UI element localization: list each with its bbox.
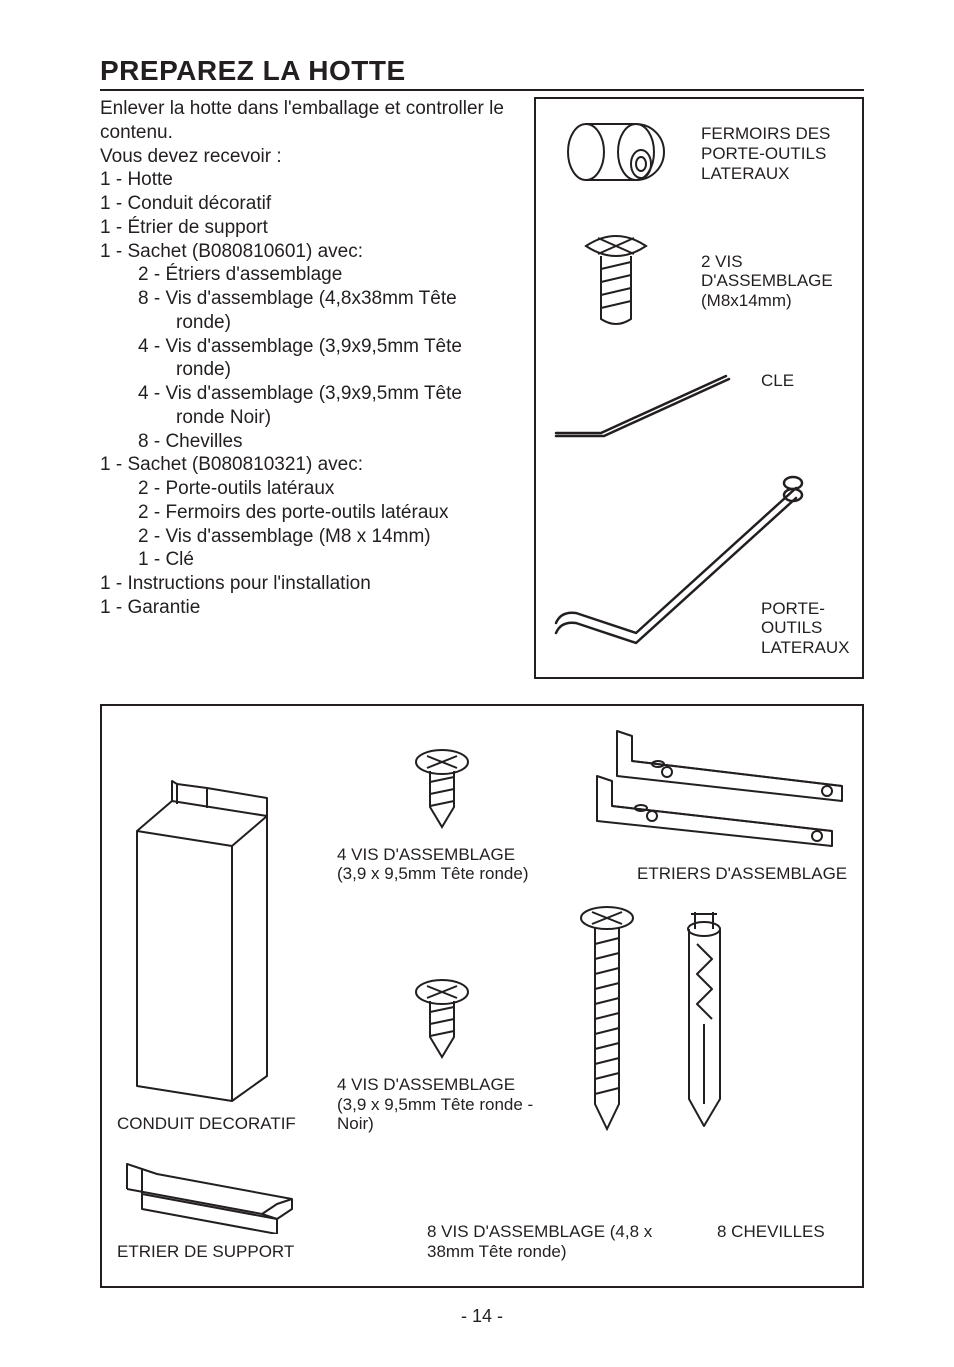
item-sachet2: 1 - Sachet (B080810321) avec:	[100, 453, 514, 477]
etriers-assemblage-label: ETRIERS D'ASSEMBLAGE	[577, 864, 847, 884]
item-s1-vis39a-cont: ronde)	[100, 358, 514, 382]
side-item-vis-m8: 2 VIS D'ASSEMBLAGE (M8x14mm)	[546, 224, 852, 339]
item-s1-vis39a: 4 - Vis d'assemblage (3,9x9,5mm Tête	[100, 335, 514, 359]
vis-m8-label: 2 VIS D'ASSEMBLAGE (M8x14mm)	[701, 252, 852, 311]
vis39-label: 4 VIS D'ASSEMBLAGE (3,9 x 9,5mm Tête ron…	[337, 845, 547, 884]
porte-outils-icon	[546, 463, 746, 658]
page: PREPAREZ LA HOTTE Enlever la hotte dans …	[0, 0, 954, 1367]
cell-etriers-assemblage: ETRIERS D'ASSEMBLAGE	[577, 726, 857, 884]
item-s1-vis39b-cont: ronde Noir)	[100, 406, 514, 430]
cell-conduit: CONDUIT DECORATIF	[117, 776, 307, 1134]
item-s1-vis48-cont: ronde)	[100, 311, 514, 335]
item-instructions: 1 - Instructions pour l'installation	[100, 572, 514, 596]
cheville-group	[677, 904, 732, 1134]
vis-m8-icon	[546, 224, 686, 339]
item-s2-cle: 1 - Clé	[100, 548, 514, 572]
cheville-icon	[677, 904, 732, 1134]
bottom-diagram-box: CONDUIT DECORATIF 4 VIS D'ASSEMBLAGE (3	[100, 704, 864, 1288]
vis48-label: 8 VIS D'ASSEMBLAGE (4,8 x 38mm Tête rond…	[427, 1222, 687, 1261]
vis48-group	[577, 904, 637, 1134]
conduit-icon	[117, 776, 277, 1106]
intro-line-1: Enlever la hotte dans l'emballage et con…	[100, 97, 514, 145]
side-item-fermoirs: FERMOIRS DES PORTE-OUTILS LATERAUX	[546, 114, 852, 194]
chevilles-label: 8 CHEVILLES	[717, 1222, 857, 1261]
contents-list: Enlever la hotte dans l'emballage et con…	[100, 97, 514, 620]
item-s1-chevilles: 8 - Chevilles	[100, 430, 514, 454]
page-title: PREPAREZ LA HOTTE	[100, 55, 864, 87]
item-s2-porte: 2 - Porte-outils latéraux	[100, 477, 514, 501]
item-etrier-support: 1 - Étrier de support	[100, 216, 514, 240]
cell-vis48-chevilles	[577, 904, 857, 1134]
item-s1-vis48: 8 - Vis d'assemblage (4,8x38mm Tête	[100, 287, 514, 311]
fermoir-icon	[546, 114, 686, 194]
fermoir-label: FERMOIRS DES PORTE-OUTILS LATERAUX	[701, 124, 852, 183]
cell-vis48-label: 8 VIS D'ASSEMBLAGE (4,8 x 38mm Tête rond…	[337, 1222, 857, 1261]
cell-vis39-noir: 4 VIS D'ASSEMBLAGE (3,9 x 9,5mm Tête ron…	[337, 977, 547, 1134]
item-s1-vis39b: 4 - Vis d'assemblage (3,9x9,5mm Tête	[100, 382, 514, 406]
item-garantie: 1 - Garantie	[100, 596, 514, 620]
item-hotte: 1 - Hotte	[100, 168, 514, 192]
item-s1-etriers: 2 - Étriers d'assemblage	[100, 263, 514, 287]
item-sachet1: 1 - Sachet (B080810601) avec:	[100, 240, 514, 264]
side-item-cle: CLE	[546, 368, 852, 453]
item-s2-fermoirs: 2 - Fermoirs des porte-outils latéraux	[100, 501, 514, 525]
etrier-support-label: ETRIER DE SUPPORT	[117, 1242, 294, 1262]
side-item-porte-outils: PORTE-OUTILS LATERAUX	[546, 463, 852, 658]
cle-label: CLE	[761, 371, 852, 391]
cle-icon	[546, 368, 746, 453]
etriers-assemblage-icon	[577, 726, 857, 856]
item-conduit: 1 - Conduit décoratif	[100, 192, 514, 216]
vis48-icon	[577, 904, 637, 1134]
side-diagram-box: FERMOIRS DES PORTE-OUTILS LATERAUX	[534, 97, 864, 679]
bottom-grid: CONDUIT DECORATIF 4 VIS D'ASSEMBLAGE (3	[117, 726, 847, 1261]
top-row: Enlever la hotte dans l'emballage et con…	[100, 97, 864, 679]
cell-vis39: 4 VIS D'ASSEMBLAGE (3,9 x 9,5mm Tête ron…	[337, 747, 547, 884]
etrier-support-icon	[117, 1154, 297, 1234]
vis39-noir-icon	[412, 977, 472, 1067]
conduit-label: CONDUIT DECORATIF	[117, 1114, 296, 1134]
page-number: - 14 -	[100, 1306, 864, 1327]
title-underline	[100, 89, 864, 91]
vis39-icon	[412, 747, 472, 837]
cell-etrier-support: ETRIER DE SUPPORT	[117, 1154, 307, 1262]
item-s2-vis: 2 - Vis d'assemblage (M8 x 14mm)	[100, 525, 514, 549]
vis39-noir-label: 4 VIS D'ASSEMBLAGE (3,9 x 9,5mm Tête ron…	[337, 1075, 547, 1134]
intro-line-2: Vous devez recevoir :	[100, 145, 514, 169]
porte-outils-label: PORTE-OUTILS LATERAUX	[761, 599, 852, 658]
